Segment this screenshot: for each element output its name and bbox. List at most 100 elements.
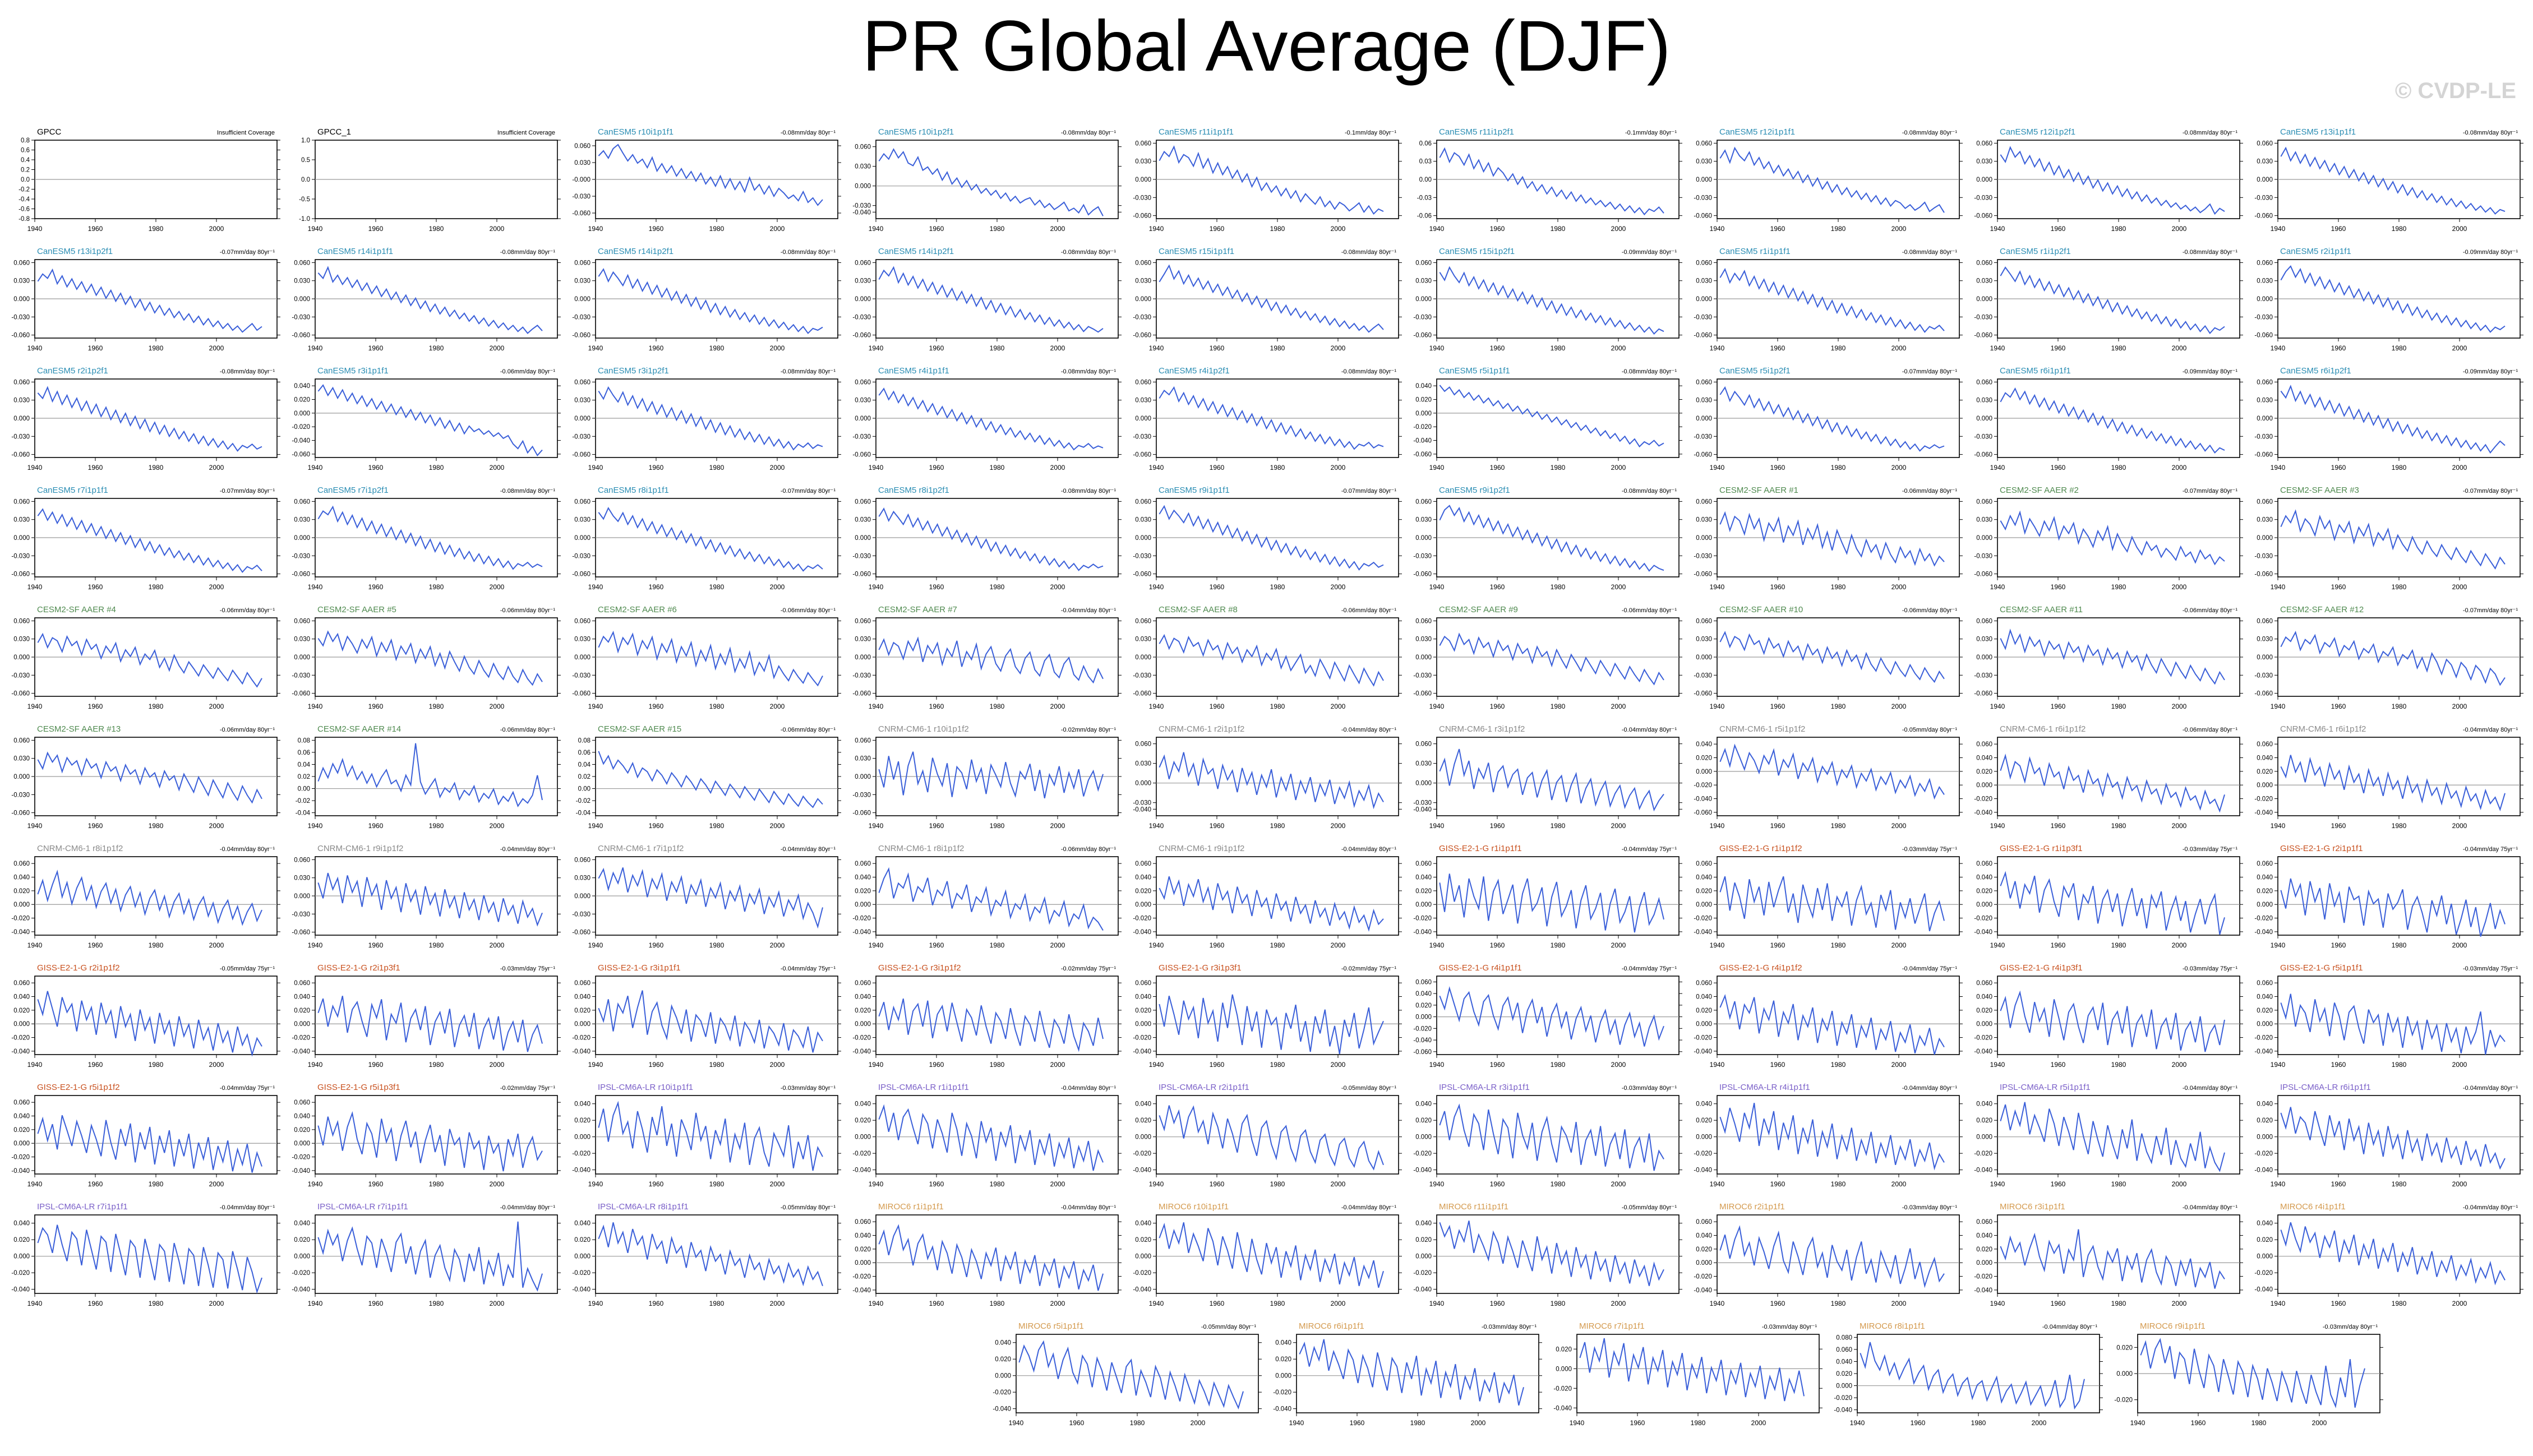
- series-line: [1719, 876, 1945, 931]
- x-tick-label: 2000: [1331, 464, 1346, 472]
- series-line: [878, 148, 1104, 216]
- y-tick-label: -0.020: [572, 1150, 590, 1157]
- series-line: [1860, 1342, 2085, 1410]
- y-tick-label: 0.020: [855, 1246, 871, 1253]
- y-tick-label: -0.03: [1417, 195, 1432, 201]
- y-tick-label: 0.060: [1696, 260, 1712, 266]
- series-line: [1719, 146, 1945, 213]
- y-tick-label: -0.030: [1694, 433, 1712, 440]
- panel-label: GPCC_1: [317, 127, 351, 137]
- panel-label: GISS-E2-1-G r4i1p1f1: [1439, 963, 1522, 973]
- y-tick-label: 0.040: [1696, 875, 1712, 881]
- x-tick-label: 1980: [709, 702, 725, 710]
- y-tick-label: 0.060: [13, 618, 30, 625]
- x-tick-label: 2000: [2172, 822, 2187, 830]
- x-tick-label: 1960: [1490, 1180, 1505, 1188]
- y-tick-label: -0.020: [852, 1035, 871, 1042]
- x-tick-label: 1980: [2392, 583, 2407, 591]
- y-tick-label: -0.020: [292, 1154, 310, 1161]
- series-line: [1159, 634, 1384, 687]
- member-panel: CNRM-CM6-1 r8i1p1f2 -0.04mm/day 80yr⁻¹ 0.0…: [11, 844, 280, 949]
- x-tick-label: 1980: [1130, 1419, 1145, 1427]
- trend-label: -0.09mm/day 80yr⁻¹: [2463, 368, 2518, 375]
- member-panel: IPSL-CM6A-LR r2i1p1f1 -0.05mm/day 80yr⁻¹ 0…: [1133, 1083, 1402, 1188]
- panel-label: CanESM5 r13i1p2f1: [37, 247, 113, 256]
- y-tick-label: 0.060: [2257, 140, 2273, 147]
- y-tick-label: 0.060: [1976, 1219, 1992, 1226]
- y-tick-label: 0.000: [294, 1140, 310, 1147]
- x-tick-label: 1940: [2130, 1419, 2146, 1427]
- x-tick-label: 1960: [88, 344, 103, 352]
- trend-label: -0.07mm/day 80yr⁻¹: [1341, 488, 1396, 494]
- x-tick-label: 1980: [709, 941, 725, 949]
- panel-label: CanESM5 r7i1p2f1: [317, 486, 389, 495]
- x-tick-label: 2000: [2172, 583, 2187, 591]
- y-tick-label: -0.4: [19, 196, 30, 203]
- y-tick-label: 0.020: [1415, 397, 1432, 404]
- panel-label: CESM2-SF AAER #8: [1159, 605, 1238, 614]
- panel-label: CNRM-CM6-1 r9i1p1f2: [1159, 844, 1244, 853]
- y-tick-label: -0.020: [1694, 1150, 1712, 1157]
- y-tick-label: -0.040: [1694, 796, 1712, 803]
- trend-label: -0.04mm/day 80yr⁻¹: [1061, 1085, 1116, 1092]
- x-tick-label: 2000: [770, 464, 785, 472]
- x-tick-label: 1980: [990, 1300, 1005, 1307]
- y-tick-label: -0.020: [1413, 1270, 1432, 1277]
- panel-frame: [2277, 856, 2521, 936]
- x-tick-label: 1960: [1770, 583, 1785, 591]
- panel-label: CanESM5 r15i1p2f1: [1439, 247, 1515, 256]
- y-tick-label: 0.00: [1419, 177, 1432, 183]
- y-tick-label: -0.060: [2254, 452, 2273, 459]
- x-tick-label: 1940: [1710, 1061, 1725, 1069]
- y-tick-label: 0.020: [1415, 888, 1432, 895]
- trend-label: -0.05mm/day 80yr⁻¹: [781, 1204, 836, 1211]
- y-tick-label: 0.020: [1556, 1346, 1572, 1353]
- y-tick-label: -0.040: [1133, 1287, 1151, 1293]
- y-tick-label: 0.030: [2257, 397, 2273, 404]
- trend-label: -0.04mm/day 75yr⁻¹: [1622, 965, 1677, 972]
- y-tick-label: -0.040: [1133, 806, 1151, 813]
- panel-label: MIROC6 r8i1p1f1: [1860, 1321, 1925, 1331]
- y-tick-label: -0.040: [1133, 929, 1151, 936]
- y-tick-label: -0.040: [292, 1048, 310, 1055]
- x-tick-label: 1940: [1429, 464, 1445, 472]
- member-panel: GISS-E2-1-G r4i1p3f1 -0.03mm/day 75yr⁻¹ 0.…: [1974, 963, 2243, 1069]
- panel-label: CanESM5 r5i1p2f1: [1719, 366, 1791, 376]
- y-tick-label: 0.060: [1976, 861, 1992, 867]
- member-panel: CESM2-SF AAER #8 -0.06mm/day 80yr⁻¹ 0.060 0…: [1133, 605, 1402, 710]
- x-tick-label: 1980: [1270, 225, 1285, 233]
- y-tick-label: 0.000: [855, 1260, 871, 1267]
- x-tick-label: 1960: [88, 941, 103, 949]
- x-tick-label: 1940: [1149, 822, 1164, 830]
- panel-frame: [875, 1095, 1119, 1175]
- member-panel: CESM2-SF AAER #13 -0.06mm/day 80yr⁻¹ 0.060…: [11, 724, 280, 830]
- series-line: [317, 505, 543, 570]
- y-tick-label: 0.060: [574, 379, 590, 386]
- x-tick-label: 1960: [2331, 1180, 2346, 1188]
- x-tick-label: 2000: [209, 941, 224, 949]
- y-tick-label: 0.080: [1836, 1334, 1852, 1341]
- x-tick-label: 1940: [27, 225, 43, 233]
- x-tick-label: 1980: [429, 225, 444, 233]
- y-tick-label: 0.040: [2257, 875, 2273, 881]
- x-tick-label: 1960: [1210, 583, 1225, 591]
- y-tick-label: 0.000: [2257, 1254, 2273, 1260]
- x-tick-label: 1960: [368, 1300, 384, 1307]
- y-tick-label: -0.040: [1974, 1167, 1992, 1174]
- x-tick-label: 1980: [1551, 464, 1566, 472]
- x-tick-label: 1980: [1270, 344, 1285, 352]
- y-tick-label: -0.040: [1834, 1407, 1852, 1414]
- y-tick-label: -0.020: [572, 1035, 590, 1042]
- x-tick-label: 1980: [1270, 941, 1285, 949]
- member-panel: CanESM5 r6i1p2f1 -0.09mm/day 80yr⁻¹ 0.060 0…: [2254, 366, 2523, 472]
- x-tick-label: 1980: [2111, 702, 2126, 710]
- x-tick-label: 2000: [1331, 1300, 1346, 1307]
- y-tick-label: -0.060: [1974, 452, 1992, 459]
- series-line: [878, 266, 1104, 333]
- panel-label: CanESM5 r11i1p2f1: [1439, 127, 1514, 137]
- x-tick-label: 2000: [1471, 1419, 1486, 1427]
- x-tick-label: 1980: [429, 702, 444, 710]
- y-tick-label: 0.060: [1696, 618, 1712, 625]
- y-tick-label: 0.000: [1976, 782, 1992, 789]
